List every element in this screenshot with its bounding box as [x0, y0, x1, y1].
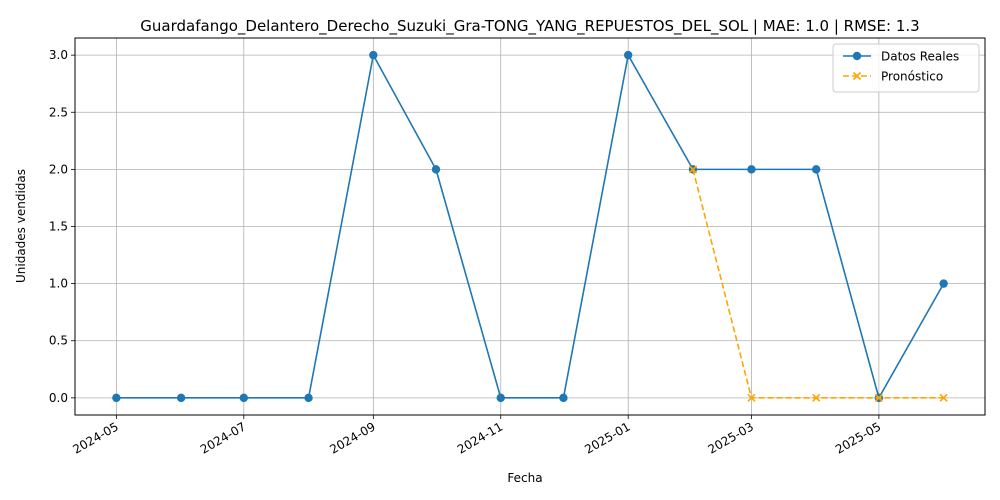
data-point [304, 393, 313, 403]
data-point [431, 165, 441, 174]
legend: Datos Reales Pronóstico [832, 43, 980, 93]
y-tick-label: 0.5 [49, 334, 68, 348]
x-axis-label: Fecha [507, 471, 542, 485]
data-point [812, 165, 821, 174]
data-point [112, 393, 121, 403]
data-point [939, 279, 948, 288]
series-line [116, 54, 945, 399]
data-point [623, 50, 633, 60]
legend-label-real: Datos Reales [881, 50, 959, 64]
y-axis-label: Unidades vendidas [14, 169, 28, 283]
series-1 [688, 165, 948, 402]
data-point [747, 165, 756, 174]
y-tick-label: 1.0 [49, 277, 68, 291]
legend-marker-forecast [852, 71, 862, 81]
data-point [176, 393, 186, 403]
chart-title: Guardafango_Delantero_Derecho_Suzuki_Gra… [140, 17, 919, 36]
y-tick-label: 3.0 [49, 48, 68, 62]
legend-marker-real [852, 51, 862, 61]
data-point [496, 393, 505, 403]
y-tick-label: 2.0 [49, 162, 68, 176]
data-point [939, 393, 948, 402]
data-point [812, 393, 821, 402]
y-tick-label: 0.0 [49, 391, 68, 405]
y-axis: 0.0 0.5 1.0 1.5 2.0 2.5 3.0 [49, 48, 75, 405]
data-point [369, 50, 378, 60]
series-layer [112, 50, 948, 403]
data-point [559, 393, 568, 403]
data-point [239, 393, 248, 403]
data-point [747, 393, 756, 402]
data-point [874, 393, 883, 402]
data-point [688, 165, 698, 174]
legend-label-forecast: Pronóstico [881, 70, 943, 84]
y-tick-label: 2.5 [49, 105, 68, 119]
y-tick-label: 1.5 [49, 220, 68, 234]
